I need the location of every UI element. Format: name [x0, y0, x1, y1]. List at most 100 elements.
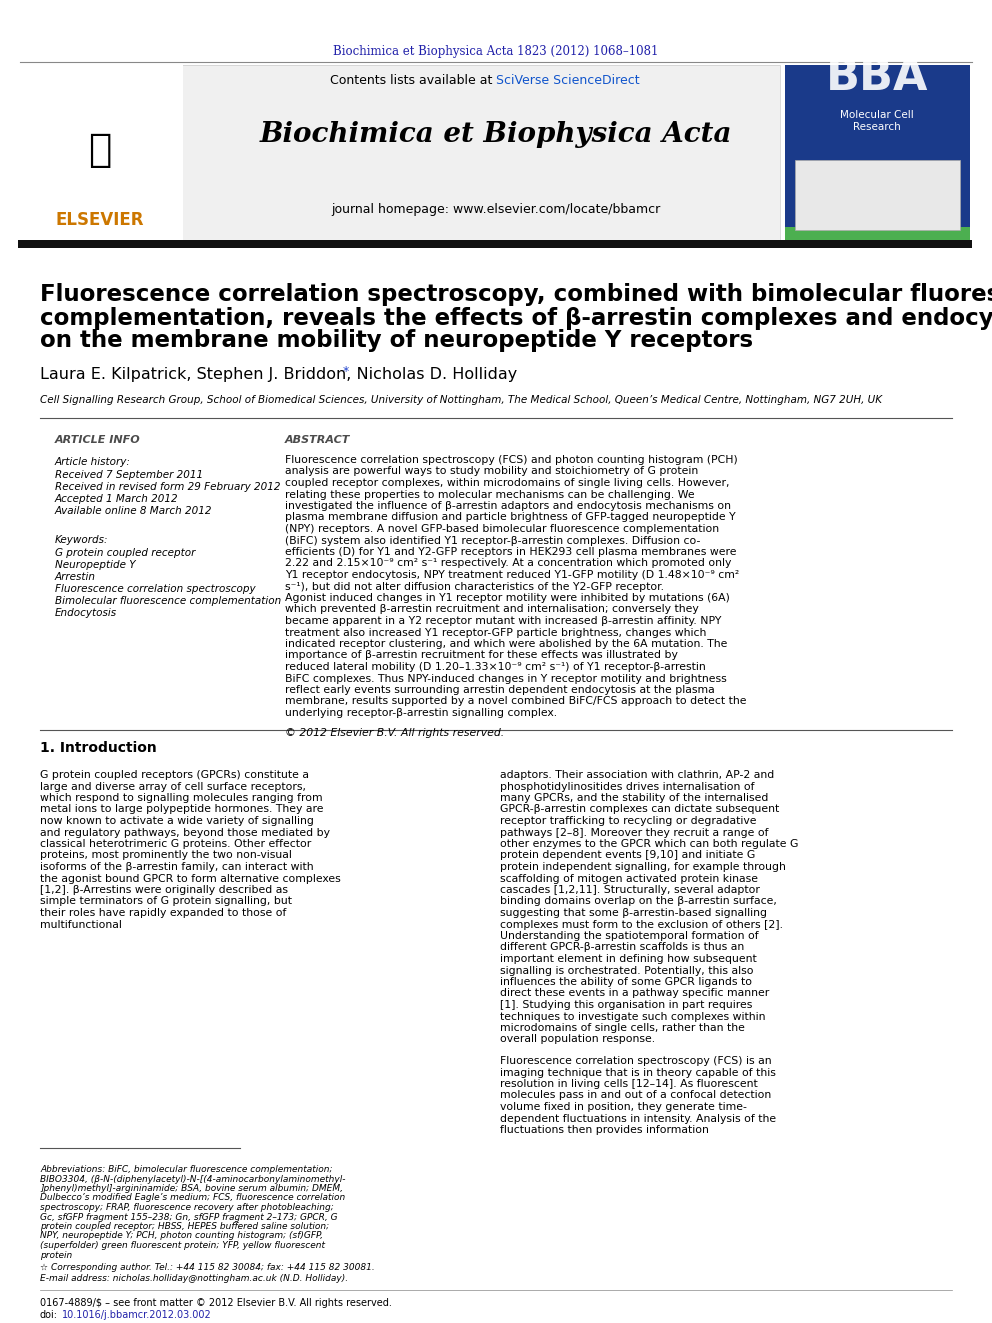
Text: phosphotidylinositides drives internalisation of: phosphotidylinositides drives internalis… [500, 782, 755, 791]
Text: became apparent in a Y2 receptor mutant with increased β-arrestin affinity. NPY: became apparent in a Y2 receptor mutant … [285, 617, 721, 626]
Text: Article history:: Article history: [55, 456, 131, 467]
Text: isoforms of the β-arrestin family, can interact with: isoforms of the β-arrestin family, can i… [40, 863, 313, 872]
Text: 0167-4889/$ – see front matter © 2012 Elsevier B.V. All rights reserved.: 0167-4889/$ – see front matter © 2012 El… [40, 1298, 392, 1308]
Bar [795, 160, 960, 230]
Text: classical heterotrimeric G proteins. Other effector: classical heterotrimeric G proteins. Oth… [40, 839, 311, 849]
Text: important element in defining how subsequent: important element in defining how subseq… [500, 954, 757, 964]
Text: different GPCR-β-arrestin scaffolds is thus an: different GPCR-β-arrestin scaffolds is t… [500, 942, 744, 953]
Text: Cell Signalling Research Group, School of Biomedical Sciences, University of Not: Cell Signalling Research Group, School o… [40, 396, 882, 405]
Text: scaffolding of mitogen activated protein kinase: scaffolding of mitogen activated protein… [500, 873, 758, 884]
Text: [1,2]. β-Arrestins were originally described as: [1,2]. β-Arrestins were originally descr… [40, 885, 288, 894]
Text: molecules pass in and out of a confocal detection: molecules pass in and out of a confocal … [500, 1090, 771, 1101]
Text: influences the ability of some GPCR ligands to: influences the ability of some GPCR liga… [500, 976, 752, 987]
Text: Available online 8 March 2012: Available online 8 March 2012 [55, 505, 212, 516]
Bar [18, 239, 972, 247]
Text: s⁻¹), but did not alter diffusion characteristics of the Y2-GFP receptor.: s⁻¹), but did not alter diffusion charac… [285, 582, 664, 591]
Text: complexes must form to the exclusion of others [2].: complexes must form to the exclusion of … [500, 919, 783, 930]
Text: BiFC complexes. Thus NPY-induced changes in Y receptor motility and brightness: BiFC complexes. Thus NPY-induced changes… [285, 673, 727, 684]
Bar [18, 65, 183, 245]
Text: Research: Research [853, 122, 901, 132]
Text: 2.22 and 2.15×10⁻⁹ cm² s⁻¹ respectively. At a concentration which promoted only: 2.22 and 2.15×10⁻⁹ cm² s⁻¹ respectively.… [285, 558, 731, 569]
Text: Received in revised form 29 February 2012: Received in revised form 29 February 201… [55, 482, 281, 492]
Text: binding domains overlap on the β-arrestin surface,: binding domains overlap on the β-arresti… [500, 897, 777, 906]
Text: underlying receptor-β-arrestin signalling complex.: underlying receptor-β-arrestin signallin… [285, 708, 558, 718]
Text: (superfolder) green fluorescent protein; YFP, yellow fluorescent: (superfolder) green fluorescent protein;… [40, 1241, 325, 1250]
Text: SciVerse ScienceDirect: SciVerse ScienceDirect [496, 74, 640, 86]
Text: journal homepage: www.elsevier.com/locate/bbamcr: journal homepage: www.elsevier.com/locat… [331, 204, 661, 217]
Text: overall population response.: overall population response. [500, 1035, 655, 1044]
Text: protein coupled receptor; HBSS, HEPES buffered saline solution;: protein coupled receptor; HBSS, HEPES bu… [40, 1222, 329, 1230]
Text: resolution in living cells [12–14]. As fluorescent: resolution in living cells [12–14]. As f… [500, 1080, 758, 1089]
Text: fluctuations then provides information: fluctuations then provides information [500, 1125, 709, 1135]
Text: proteins, most prominently the two non-visual: proteins, most prominently the two non-v… [40, 851, 292, 860]
Text: Fluorescence correlation spectroscopy: Fluorescence correlation spectroscopy [55, 583, 256, 594]
Text: Molecular Cell: Molecular Cell [840, 110, 914, 120]
Text: pathways [2–8]. Moreover they recruit a range of: pathways [2–8]. Moreover they recruit a … [500, 827, 769, 837]
Text: treatment also increased Y1 receptor-GFP particle brightness, changes which: treatment also increased Y1 receptor-GFP… [285, 627, 706, 638]
Text: Gc, sfGFP fragment 155–238; Gn, sfGFP fragment 2–173; GPCR, G: Gc, sfGFP fragment 155–238; Gn, sfGFP fr… [40, 1212, 337, 1221]
Text: signalling is orchestrated. Potentially, this also: signalling is orchestrated. Potentially,… [500, 966, 754, 975]
Text: Contents lists available at: Contents lists available at [329, 74, 496, 86]
Text: other enzymes to the GPCR which can both regulate G: other enzymes to the GPCR which can both… [500, 839, 799, 849]
Text: 10.1016/j.bbamcr.2012.03.002: 10.1016/j.bbamcr.2012.03.002 [62, 1310, 211, 1320]
Text: Accepted 1 March 2012: Accepted 1 March 2012 [55, 493, 179, 504]
Text: volume fixed in position, they generate time-: volume fixed in position, they generate … [500, 1102, 747, 1113]
Text: indicated receptor clustering, and which were abolished by the 6A mutation. The: indicated receptor clustering, and which… [285, 639, 727, 650]
Text: Understanding the spatiotemporal formation of: Understanding the spatiotemporal formati… [500, 931, 759, 941]
Text: G protein coupled receptor: G protein coupled receptor [55, 548, 195, 558]
Bar [785, 65, 970, 245]
Text: © 2012 Elsevier B.V. All rights reserved.: © 2012 Elsevier B.V. All rights reserved… [285, 728, 504, 737]
Text: doi:: doi: [40, 1310, 58, 1320]
Text: now known to activate a wide variety of signalling: now known to activate a wide variety of … [40, 816, 313, 826]
Text: 🌳: 🌳 [88, 131, 112, 169]
Text: many GPCRs, and the stability of the internalised: many GPCRs, and the stability of the int… [500, 792, 769, 803]
Text: reflect early events surrounding arrestin dependent endocytosis at the plasma: reflect early events surrounding arresti… [285, 685, 715, 695]
Text: Biochimica et Biophysica Acta: Biochimica et Biophysica Acta [260, 122, 732, 148]
Text: techniques to investigate such complexes within: techniques to investigate such complexes… [500, 1012, 766, 1021]
Bar [785, 228, 970, 245]
Text: NPY, neuropeptide Y; PCH, photon counting histogram; (sf)GFP,: NPY, neuropeptide Y; PCH, photon countin… [40, 1232, 323, 1241]
Text: the agonist bound GPCR to form alternative complexes: the agonist bound GPCR to form alternati… [40, 873, 340, 884]
Text: dependent fluctuations in intensity. Analysis of the: dependent fluctuations in intensity. Ana… [500, 1114, 776, 1123]
Text: protein independent signalling, for example through: protein independent signalling, for exam… [500, 863, 786, 872]
Text: which respond to signalling molecules ranging from: which respond to signalling molecules ra… [40, 792, 322, 803]
Text: multifunctional: multifunctional [40, 919, 122, 930]
Text: Neuropeptide Y: Neuropeptide Y [55, 560, 136, 570]
Text: Fluorescence correlation spectroscopy, combined with bimolecular fluorescence: Fluorescence correlation spectroscopy, c… [40, 283, 992, 307]
Text: Fluorescence correlation spectroscopy (FCS) and photon counting histogram (PCH): Fluorescence correlation spectroscopy (F… [285, 455, 738, 464]
Text: spectroscopy; FRAP, fluorescence recovery after photobleaching;: spectroscopy; FRAP, fluorescence recover… [40, 1203, 333, 1212]
Text: 1. Introduction: 1. Introduction [40, 741, 157, 755]
Bar [18, 65, 780, 245]
Text: Received 7 September 2011: Received 7 September 2011 [55, 470, 203, 480]
Text: imaging technique that is in theory capable of this: imaging technique that is in theory capa… [500, 1068, 776, 1077]
Text: ABSTRACT: ABSTRACT [285, 435, 350, 445]
Text: direct these events in a pathway specific manner: direct these events in a pathway specifi… [500, 988, 769, 999]
Text: and regulatory pathways, beyond those mediated by: and regulatory pathways, beyond those me… [40, 827, 330, 837]
Text: their roles have rapidly expanded to those of: their roles have rapidly expanded to tho… [40, 908, 287, 918]
Text: G protein coupled receptors (GPCRs) constitute a: G protein coupled receptors (GPCRs) cons… [40, 770, 309, 781]
Text: reduced lateral mobility (D 1.20–1.33×10⁻⁹ cm² s⁻¹) of Y1 receptor-β-arrestin: reduced lateral mobility (D 1.20–1.33×10… [285, 662, 705, 672]
Text: efficients (D) for Y1 and Y2-GFP receptors in HEK293 cell plasma membranes were: efficients (D) for Y1 and Y2-GFP recepto… [285, 546, 736, 557]
Text: large and diverse array of cell surface receptors,: large and diverse array of cell surface … [40, 782, 306, 791]
Text: which prevented β-arrestin recruitment and internalisation; conversely they: which prevented β-arrestin recruitment a… [285, 605, 698, 614]
Text: Agonist induced changes in Y1 receptor motility were inhibited by mutations (6A): Agonist induced changes in Y1 receptor m… [285, 593, 730, 603]
Text: Bimolecular fluorescence complementation: Bimolecular fluorescence complementation [55, 595, 282, 606]
Text: Dulbecco’s modified Eagle’s medium; FCS, fluorescence correlation: Dulbecco’s modified Eagle’s medium; FCS,… [40, 1193, 345, 1203]
Text: BIBO3304, (β-N-(diphenylacetyl)-N-[(4-aminocarbonylaminomethyl-: BIBO3304, (β-N-(diphenylacetyl)-N-[(4-am… [40, 1175, 345, 1184]
Text: coupled receptor complexes, within microdomains of single living cells. However,: coupled receptor complexes, within micro… [285, 478, 729, 488]
Text: Endocytosis: Endocytosis [55, 609, 117, 618]
Text: (BiFC) system also identified Y1 receptor-β-arrestin complexes. Diffusion co-: (BiFC) system also identified Y1 recepto… [285, 536, 700, 545]
Text: relating these properties to molecular mechanisms can be challenging. We: relating these properties to molecular m… [285, 490, 694, 500]
Text: E-mail address: nicholas.holliday@nottingham.ac.uk (N.D. Holliday).: E-mail address: nicholas.holliday@nottin… [40, 1274, 348, 1283]
Text: microdomains of single cells, rather than the: microdomains of single cells, rather tha… [500, 1023, 745, 1033]
Text: simple terminators of G protein signalling, but: simple terminators of G protein signalli… [40, 897, 292, 906]
Text: ELSEVIER: ELSEVIER [56, 210, 144, 229]
Text: GPCR-β-arrestin complexes can dictate subsequent: GPCR-β-arrestin complexes can dictate su… [500, 804, 780, 815]
Text: BBA: BBA [825, 57, 929, 99]
Text: Keywords:: Keywords: [55, 534, 108, 545]
Text: receptor trafficking to recycling or degradative: receptor trafficking to recycling or deg… [500, 816, 757, 826]
Text: importance of β-arrestin recruitment for these effects was illustrated by: importance of β-arrestin recruitment for… [285, 651, 678, 660]
Text: ARTICLE INFO: ARTICLE INFO [55, 435, 141, 445]
Text: [1]. Studying this organisation in part requires: [1]. Studying this organisation in part … [500, 1000, 752, 1009]
Text: analysis are powerful ways to study mobility and stoichiometry of G protein: analysis are powerful ways to study mobi… [285, 467, 698, 476]
